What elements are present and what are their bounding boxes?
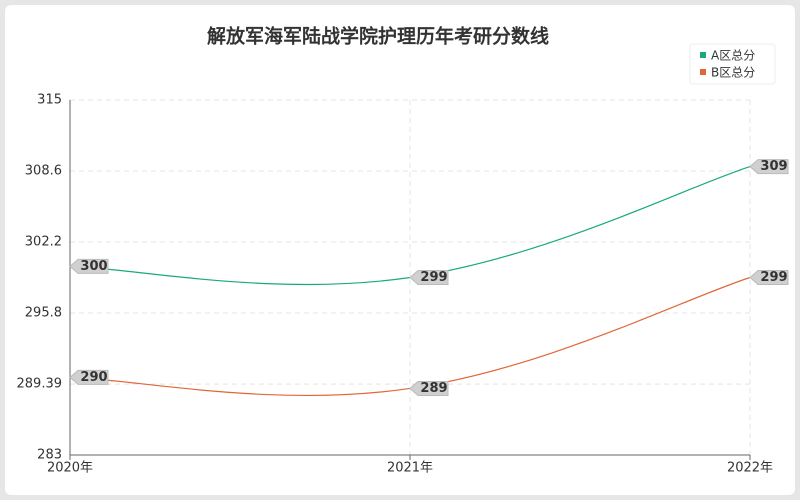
chart-title: 解放军海军陆战学院护理历年考研分数线: [207, 25, 549, 48]
y-tick-label: 308.6: [25, 164, 62, 179]
value-label-bg: [409, 380, 449, 396]
x-tick-label: 2022年: [727, 461, 773, 476]
legend-label: B区总分: [711, 66, 755, 80]
y-tick-label: 315: [37, 93, 62, 108]
value-label: 299: [760, 270, 787, 285]
value-label: 309: [760, 159, 787, 174]
value-label-bg: [69, 258, 109, 274]
y-tick-label: 283: [37, 448, 62, 463]
panel: [5, 5, 795, 495]
x-tick-label: 2021年: [387, 461, 433, 476]
value-label-bg: [409, 270, 449, 285]
legend-box: [689, 43, 776, 85]
value-label-bg: [749, 270, 789, 285]
value-label-bg: [749, 159, 789, 175]
y-tick-label: 302.2: [25, 235, 62, 250]
value-label: 300: [80, 259, 107, 274]
legend-swatch: [700, 69, 706, 75]
legend-swatch: [700, 52, 706, 58]
legend-label: A区总分: [711, 49, 755, 63]
value-label: 299: [420, 270, 447, 285]
x-tick-label: 2020年: [47, 461, 93, 476]
value-label: 290: [80, 370, 107, 385]
value-label: 289: [420, 381, 447, 396]
value-label-bg: [69, 369, 109, 385]
y-tick-label: 295.8: [25, 306, 62, 321]
y-tick-label: 289.39: [17, 377, 63, 392]
